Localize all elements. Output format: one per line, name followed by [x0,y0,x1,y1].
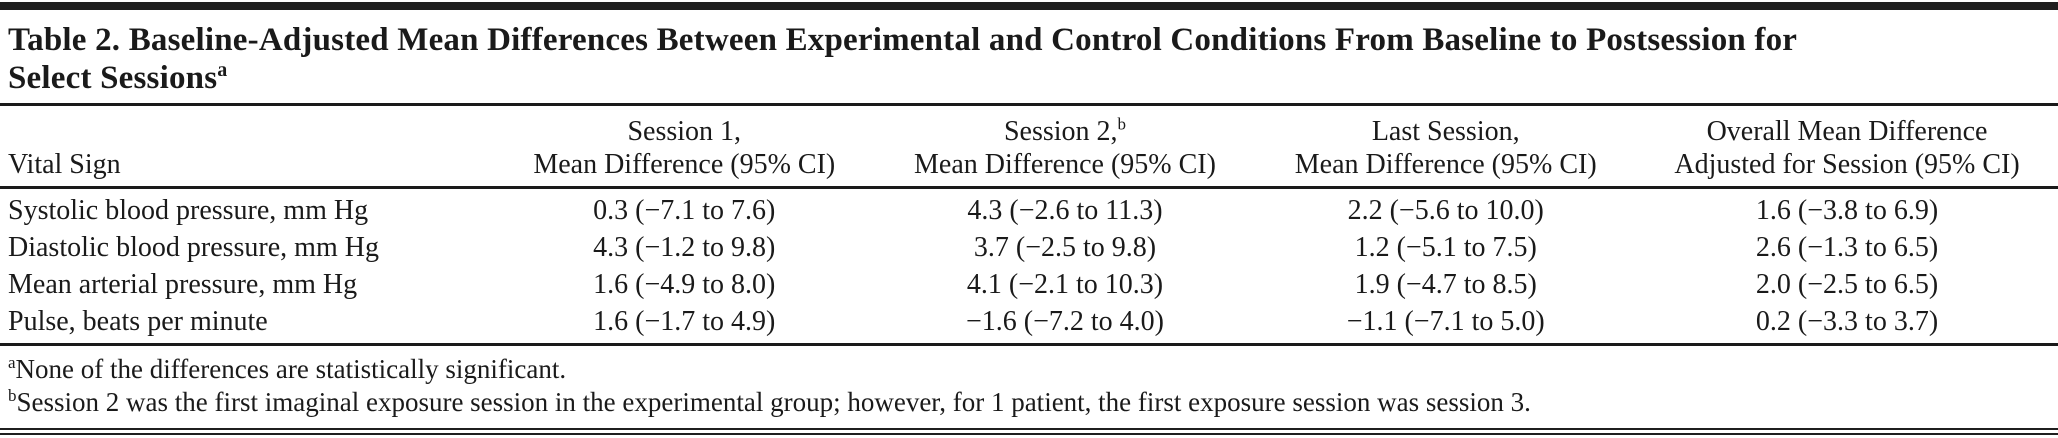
column-header-session2: Session 2,b Mean Difference (95% CI) [874,106,1256,189]
table-title: Table 2. Baseline-Adjusted Mean Differen… [0,10,2058,106]
table-row: Pulse, beats per minute 1.6 (−1.7 to 4.9… [0,303,2058,346]
cell-last-session: −1.1 (−7.1 to 5.0) [1255,303,1637,346]
cell-session1: 1.6 (−4.9 to 8.0) [593,269,776,300]
column-header-last-session-line2: Mean Difference (95% CI) [1294,149,1597,180]
cell-overall: 1.6 (−3.8 to 6.9) [1755,195,1939,226]
cell-vital-sign: Diastolic blood pressure, mm Hg [8,232,379,263]
cell-vital-sign: Mean arterial pressure, mm Hg [8,269,358,300]
table-row: Mean arterial pressure, mm Hg 1.6 (−4.9 … [0,266,2058,303]
column-header-session1-line2: Mean Difference (95% CI) [533,149,836,180]
column-header-overall: Overall Mean Difference Adjusted for Ses… [1636,106,2058,189]
column-header-session2-line2: Mean Difference (95% CI) [914,149,1216,180]
footnote-a: aNone of the differences are statistical… [8,353,2048,386]
cell-session2: 3.7 (−2.5 to 9.8) [973,232,1157,263]
footnote-a-text: None of the differences are statisticall… [15,354,567,384]
header-footnote-b-marker: b [1117,114,1127,134]
cell-overall: 0.2 (−3.3 to 3.7) [1636,303,2058,346]
table-bottom-double-rule [0,428,2058,435]
column-header-session2-line1: Session 2,b [879,115,1252,148]
cell-vital-sign: Pulse, beats per minute [0,303,494,346]
cell-session1: 1.6 (−1.7 to 4.9) [493,303,875,346]
column-header-vital-sign: Vital Sign [0,106,494,189]
table-top-border-bar [0,2,2058,10]
cell-vital-sign: Systolic blood pressure, mm Hg [8,195,369,226]
cell-overall: 2.0 (−2.5 to 6.5) [1755,269,1939,300]
column-header-overall-line2: Adjusted for Session (95% CI) [1674,149,2020,180]
column-header-session1: Session 1, Mean Difference (95% CI) [493,106,875,189]
column-header-vital-sign-label: Vital Sign [8,149,121,180]
cell-last-session: 1.2 (−5.1 to 7.5) [1354,232,1537,263]
footnote-a-marker: a [8,353,16,372]
table-title-line2-text: Select Sessions [8,60,218,96]
column-header-last-session-line1: Last Session, [1371,116,1520,147]
table-title-line2: Select Sessionsa [8,59,2048,97]
footnote-b: bSession 2 was the first imaginal exposu… [8,386,2048,419]
footnote-b-text: Session 2 was the first imaginal exposur… [16,387,1531,417]
cell-session2: 4.1 (−2.1 to 10.3) [966,269,1164,300]
table-row: Systolic blood pressure, mm Hg 0.3 (−7.1… [0,188,2058,230]
results-table: Vital Sign Session 1, Mean Difference (9… [0,106,2058,346]
cell-session1: 0.3 (−7.1 to 7.6) [593,195,776,226]
column-header-session2-text: Session 2, [1003,116,1118,147]
table-footnotes: aNone of the differences are statistical… [0,346,2058,428]
cell-last-session: 2.2 (−5.6 to 10.0) [1347,195,1544,226]
column-header-overall-line1: Overall Mean Difference [1706,116,1988,147]
cell-session2: −1.6 (−7.2 to 4.0) [874,303,1256,346]
column-header-session1-line1: Session 1, [627,116,742,147]
cell-last-session: 1.9 (−4.7 to 8.5) [1354,269,1537,300]
footnote-b-marker: b [8,386,17,405]
table-title-line1: Table 2. Baseline-Adjusted Mean Differen… [8,22,1798,58]
column-header-last-session: Last Session, Mean Difference (95% CI) [1255,106,1637,189]
cell-overall: 2.6 (−1.3 to 6.5) [1755,232,1939,263]
cell-session2: 4.3 (−2.6 to 11.3) [967,195,1163,226]
title-footnote-a-marker: a [217,59,228,81]
cell-session1: 4.3 (−1.2 to 9.8) [593,232,776,263]
header-row: Vital Sign Session 1, Mean Difference (9… [0,106,2058,189]
table-row: Diastolic blood pressure, mm Hg 4.3 (−1.… [0,229,2058,266]
